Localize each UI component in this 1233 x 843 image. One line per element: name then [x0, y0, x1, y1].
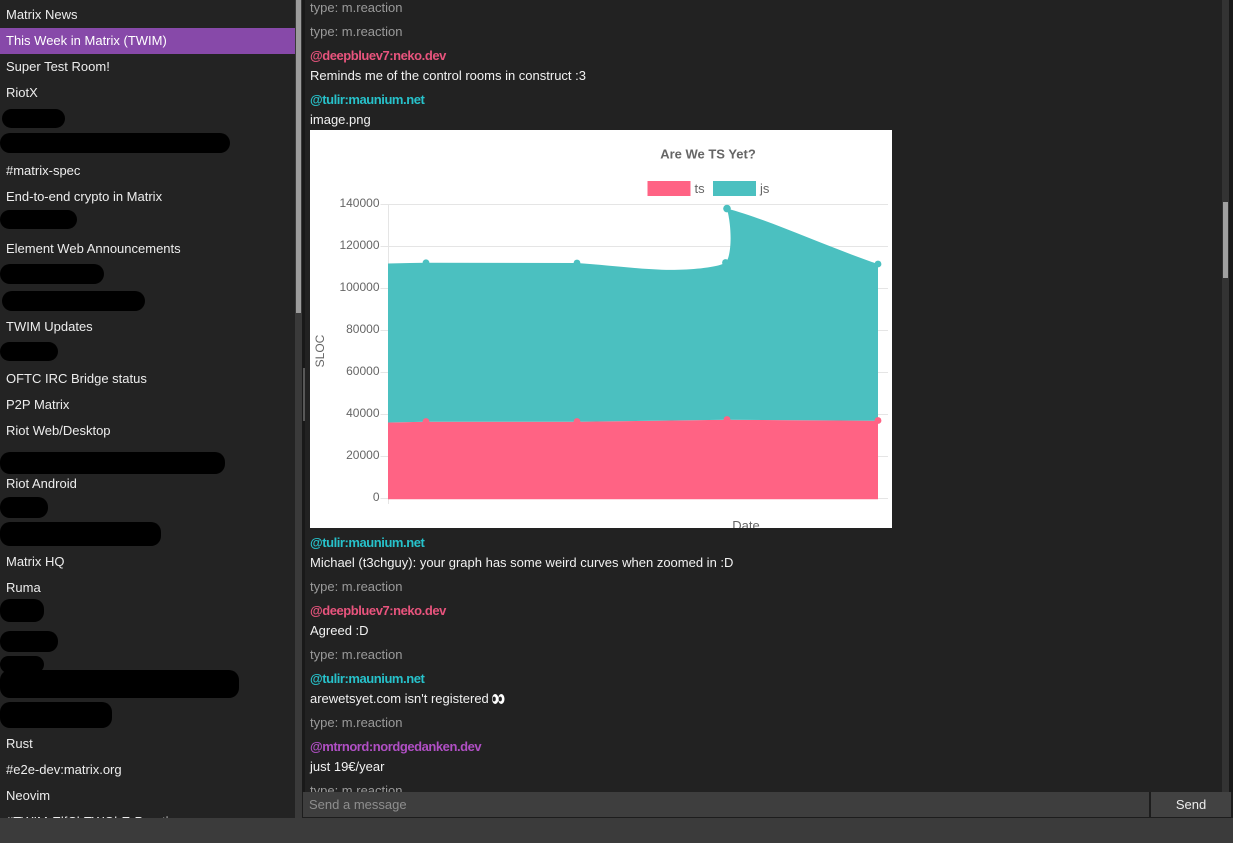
- svg-text:140000: 140000: [339, 196, 379, 210]
- svg-text:20000: 20000: [346, 448, 380, 462]
- svg-text:120000: 120000: [339, 238, 379, 252]
- svg-text:100000: 100000: [339, 280, 379, 294]
- svg-text:SLOC: SLOC: [313, 334, 327, 367]
- svg-text:ts: ts: [695, 181, 706, 196]
- svg-text:Are We TS Yet?: Are We TS Yet?: [660, 147, 756, 162]
- svg-text:40000: 40000: [346, 406, 380, 420]
- svg-text:80000: 80000: [346, 322, 380, 336]
- svg-text:60000: 60000: [346, 364, 380, 378]
- svg-text:js: js: [759, 181, 770, 196]
- svg-text:Date: Date: [732, 518, 759, 528]
- svg-text:0: 0: [373, 490, 380, 504]
